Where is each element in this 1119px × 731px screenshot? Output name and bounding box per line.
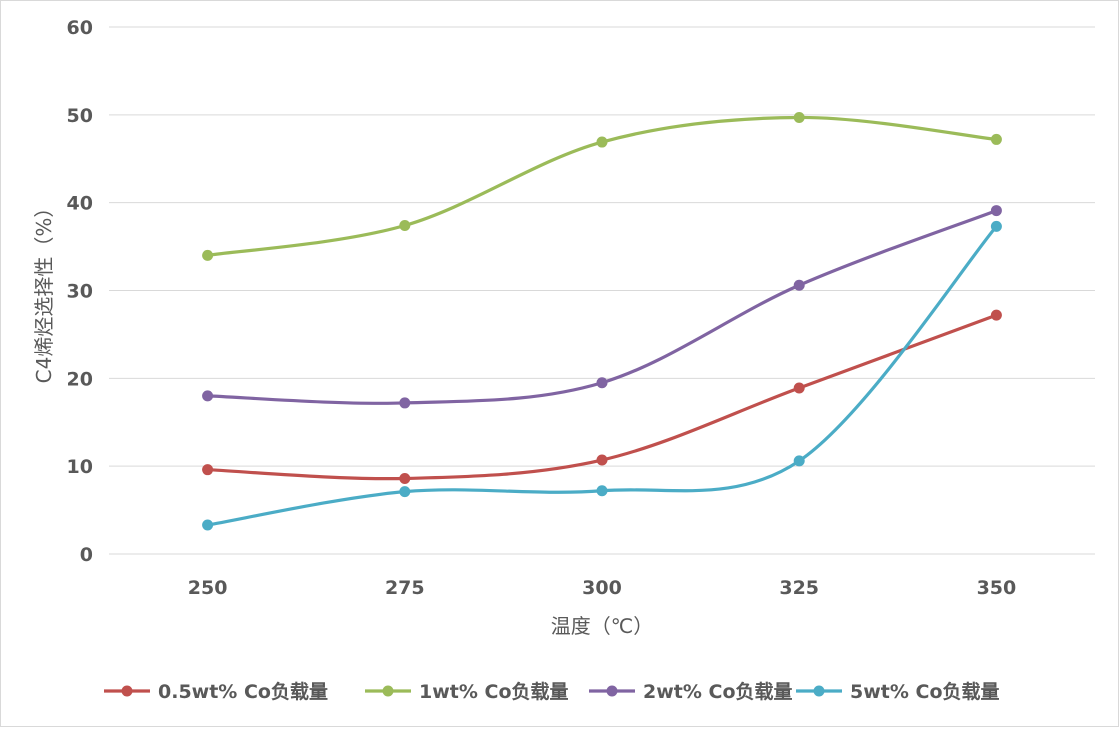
y-tick-label: 40 — [67, 193, 93, 215]
x-tick-label: 350 — [977, 577, 1017, 599]
series-1 — [202, 309, 1002, 484]
legend-swatch-marker — [121, 685, 133, 697]
data-point — [399, 220, 411, 232]
legend-label: 1wt% Co负载量 — [419, 680, 569, 703]
data-point — [399, 472, 411, 484]
series-3 — [202, 205, 1002, 409]
data-point — [793, 279, 805, 291]
series-lines — [202, 111, 1002, 531]
y-tick-label: 60 — [67, 17, 93, 39]
data-point — [202, 519, 214, 531]
y-tick-label: 50 — [67, 105, 93, 127]
data-point — [399, 397, 411, 409]
legend-item: 1wt% Co负载量 — [365, 680, 569, 703]
data-point — [990, 205, 1002, 217]
legend-item: 5wt% Co负载量 — [796, 680, 1000, 703]
legend-swatch-marker — [382, 685, 394, 697]
data-point — [990, 133, 1002, 145]
y-axis-ticks: 0 10 20 30 40 50 60 — [67, 17, 93, 566]
series-4 — [202, 220, 1002, 531]
x-tick-label: 300 — [582, 577, 622, 599]
data-point — [596, 136, 608, 148]
y-tick-label: 20 — [67, 368, 93, 390]
series-line — [206, 208, 998, 405]
legend-label: 0.5wt% Co负载量 — [158, 680, 328, 703]
legend-item: 0.5wt% Co负载量 — [104, 680, 328, 703]
series-2 — [202, 111, 1002, 261]
x-tick-label: 325 — [779, 577, 819, 599]
data-point — [399, 486, 411, 498]
legend-swatch-marker — [606, 685, 618, 697]
series-line — [206, 313, 998, 481]
data-point — [990, 220, 1002, 232]
legend-label: 2wt% Co负载量 — [643, 680, 793, 703]
y-tick-label: 30 — [67, 281, 93, 303]
legend-swatch-marker — [813, 685, 825, 697]
data-point — [793, 382, 805, 394]
data-point — [596, 485, 608, 497]
data-point — [596, 454, 608, 466]
y-tick-label: 0 — [80, 544, 93, 566]
x-axis-ticks: 250 275 300 325 350 — [188, 577, 1016, 599]
data-point — [793, 455, 805, 467]
legend-label: 5wt% Co负载量 — [850, 680, 1000, 703]
legend-item: 2wt% Co负载量 — [589, 680, 793, 703]
data-point — [596, 377, 608, 389]
series-line — [206, 224, 998, 527]
data-point — [990, 309, 1002, 321]
data-point — [202, 390, 214, 402]
legend: 0.5wt% Co负载量 1wt% Co负载量 2wt% Co负载量 5wt% Co负… — [104, 680, 1000, 703]
y-axis-title: C4烯烃选择性（%） — [32, 198, 56, 384]
data-point — [202, 249, 214, 261]
data-point — [202, 464, 214, 476]
x-tick-label: 275 — [385, 577, 425, 599]
x-tick-label: 250 — [188, 577, 228, 599]
y-tick-label: 10 — [67, 456, 93, 478]
data-point — [793, 111, 805, 123]
x-axis-title: 温度（℃） — [551, 614, 653, 638]
